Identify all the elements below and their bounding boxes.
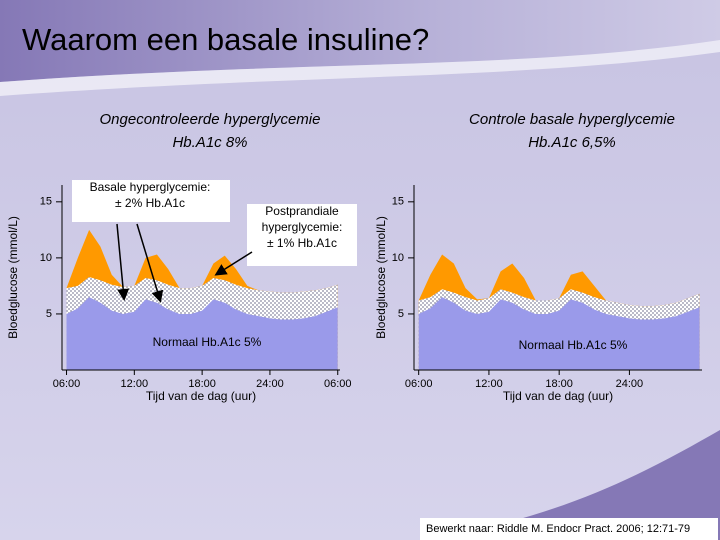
area xyxy=(418,297,700,370)
annotation: Postprandiale xyxy=(265,204,339,218)
footer-wave xyxy=(420,430,720,540)
callout-arrow xyxy=(116,223,130,301)
x-tick-label: 12:00 xyxy=(475,378,503,390)
y-tick-label: 5 xyxy=(398,308,404,320)
slide-title: Waarom een basale insuline? xyxy=(22,22,429,57)
x-tick-label: 18:00 xyxy=(188,378,216,390)
source: Bewerkt naar: Riddle M. Endocr Pract. 20… xyxy=(426,523,690,535)
x-axis-title: Tijd van de dag (uur) xyxy=(503,389,613,403)
y-tick-label: 10 xyxy=(40,252,52,264)
x-tick-label: 06:00 xyxy=(405,378,433,390)
y-tick-label: 5 xyxy=(46,308,52,320)
y-axis-title: Bloedglucose (mmol/L) xyxy=(6,216,20,339)
annotation: Normaal Hb.A1c 5% xyxy=(153,335,262,349)
area xyxy=(66,297,338,370)
source-box xyxy=(420,518,718,540)
x-axis-title: Tijd van de dag (uur) xyxy=(146,389,256,403)
y-tick-label: 15 xyxy=(392,196,404,208)
annotation: ± 2% Hb.A1c xyxy=(115,196,185,210)
header-curve xyxy=(0,40,720,96)
callout-arrow xyxy=(214,251,253,276)
chart-title: Hb.A1c 6,5% xyxy=(528,134,616,151)
x-tick-label: 18:00 xyxy=(545,378,573,390)
x-tick-label: 24:00 xyxy=(256,378,284,390)
x-tick-label: 06:00 xyxy=(324,378,352,390)
annotation: ± 1% Hb.A1c xyxy=(267,236,337,250)
callout-box xyxy=(72,180,230,222)
callout-arrow xyxy=(136,223,164,303)
chart-title: Ongecontroleerde hyperglycemie xyxy=(100,111,321,128)
chart-title: Hb.A1c 8% xyxy=(172,134,247,151)
y-tick-label: 10 xyxy=(392,252,404,264)
x-tick-label: 12:00 xyxy=(121,378,149,390)
y-tick-label: 15 xyxy=(40,196,52,208)
x-tick-label: 24:00 xyxy=(616,378,644,390)
x-tick-label: 06:00 xyxy=(53,378,81,390)
annotation: Normaal Hb.A1c 5% xyxy=(519,338,628,352)
annotation: Basale hyperglycemie: xyxy=(90,180,211,194)
y-axis-title: Bloedglucose (mmol/L) xyxy=(374,216,388,339)
callout-box xyxy=(247,204,357,266)
annotation: hyperglycemie: xyxy=(262,220,343,234)
chart-title: Controle basale hyperglycemie xyxy=(469,111,675,128)
header-band xyxy=(0,0,720,82)
